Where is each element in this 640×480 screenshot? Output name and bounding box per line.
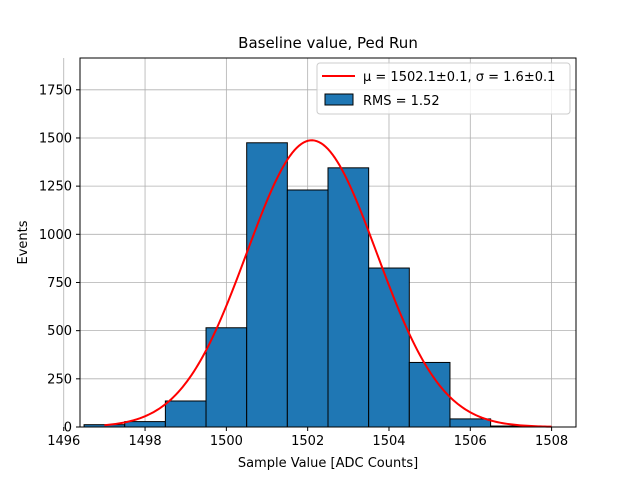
histogram-bar bbox=[286, 189, 329, 428]
x-axis: 1496 1498 1500 1502 1504 1506 1508 bbox=[47, 427, 568, 449]
plot-frame bbox=[79, 57, 577, 428]
histogram-bar bbox=[246, 142, 288, 428]
x-tick-label: 1496 bbox=[47, 434, 80, 449]
y-tick-label: 750 bbox=[47, 276, 72, 291]
y-tick-label: 1000 bbox=[39, 228, 72, 243]
x-tick-label: 1508 bbox=[535, 434, 568, 449]
gaussian-fit-curve bbox=[104, 139, 552, 428]
x-tick-label: 1498 bbox=[129, 434, 162, 449]
y-tick-label: 0 bbox=[64, 421, 72, 436]
histogram-bar bbox=[449, 418, 492, 428]
x-tick-label: 1506 bbox=[454, 434, 487, 449]
histogram-bars bbox=[83, 142, 532, 428]
histogram-bar bbox=[164, 400, 207, 428]
y-tick-label: 500 bbox=[47, 324, 72, 339]
y-axis: 0 250 500 750 1000 1250 1500 1750 bbox=[39, 83, 80, 436]
legend-hist-label: RMS = 1.52 bbox=[363, 94, 440, 109]
y-tick-label: 1250 bbox=[39, 180, 72, 195]
legend: μ = 1502.1±0.1, σ = 1.6±0.1 RMS = 1.52 bbox=[316, 62, 571, 115]
histogram-bar bbox=[124, 421, 166, 428]
x-tick-label: 1504 bbox=[372, 434, 405, 449]
y-axis-label: Events bbox=[16, 220, 31, 264]
x-tick-label: 1502 bbox=[291, 434, 324, 449]
y-tick-label: 250 bbox=[47, 372, 72, 387]
histogram-bar bbox=[368, 267, 410, 428]
chart-title: Baseline value, Ped Run bbox=[238, 34, 418, 52]
legend-hist-swatch bbox=[324, 93, 354, 106]
legend-box bbox=[316, 62, 571, 115]
legend-fit-label: μ = 1502.1±0.1, σ = 1.6±0.1 bbox=[363, 70, 555, 85]
y-tick-label: 1750 bbox=[39, 83, 72, 98]
histogram-bar bbox=[205, 327, 248, 428]
x-tick-label: 1500 bbox=[210, 434, 243, 449]
x-axis-label: Sample Value [ADC Counts] bbox=[238, 456, 418, 471]
y-tick-label: 1500 bbox=[39, 131, 72, 146]
histogram-bar bbox=[327, 167, 370, 428]
